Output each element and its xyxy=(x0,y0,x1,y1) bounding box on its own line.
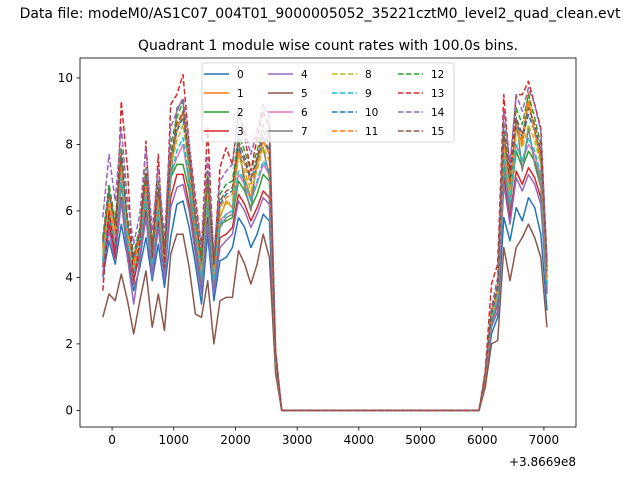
x-tick-label: 2000 xyxy=(220,433,251,447)
y-tick-label: 2 xyxy=(65,337,73,351)
x-tick-label: 3000 xyxy=(282,433,313,447)
y-tick-label: 6 xyxy=(65,204,73,218)
legend-label-12: 12 xyxy=(431,69,444,81)
legend-label-4: 4 xyxy=(301,69,308,81)
x-tick-label: 1000 xyxy=(158,433,189,447)
legend-label-8: 8 xyxy=(365,69,372,81)
x-tick-label: 4000 xyxy=(344,433,375,447)
legend-label-13: 13 xyxy=(431,88,444,100)
series-line-15 xyxy=(102,107,548,412)
legend-label-0: 0 xyxy=(237,69,244,81)
legend-label-9: 9 xyxy=(365,88,372,100)
legend-frame xyxy=(201,62,455,143)
y-tick-label: 8 xyxy=(65,138,73,152)
y-axis-ticks: 0 2 4 6 8 10 xyxy=(58,71,80,418)
axes-frame xyxy=(79,57,577,428)
legend-label-15: 15 xyxy=(431,126,444,138)
series-layer xyxy=(102,73,548,412)
x-tick-label: 6000 xyxy=(467,433,498,447)
legend-label-14: 14 xyxy=(431,107,445,119)
legend-label-1: 1 xyxy=(237,88,244,100)
x-axis-ticks: 0 1000 2000 3000 4000 5000 6000 7000 xyxy=(108,427,559,447)
x-tick-label: 7000 xyxy=(529,433,560,447)
x-axis-offset-label: +3.8669e8 xyxy=(509,455,576,469)
legend-label-6: 6 xyxy=(301,107,308,119)
y-tick-label: 4 xyxy=(65,271,73,285)
legend-label-7: 7 xyxy=(301,126,308,138)
x-tick-label: 5000 xyxy=(405,433,436,447)
legend-label-11: 11 xyxy=(365,126,378,138)
y-tick-label: 10 xyxy=(58,71,73,85)
y-tick-label: 0 xyxy=(65,404,73,418)
legend-label-5: 5 xyxy=(301,88,308,100)
legend-label-2: 2 xyxy=(237,107,244,119)
chart-title: Quadrant 1 module wise count rates with … xyxy=(138,38,518,54)
legend-label-10: 10 xyxy=(365,107,378,119)
figure-suptitle: Data file: modeM0/AS1C07_004T01_90000050… xyxy=(20,6,621,22)
legend-label-3: 3 xyxy=(237,126,244,138)
x-tick-label: 0 xyxy=(108,433,116,447)
